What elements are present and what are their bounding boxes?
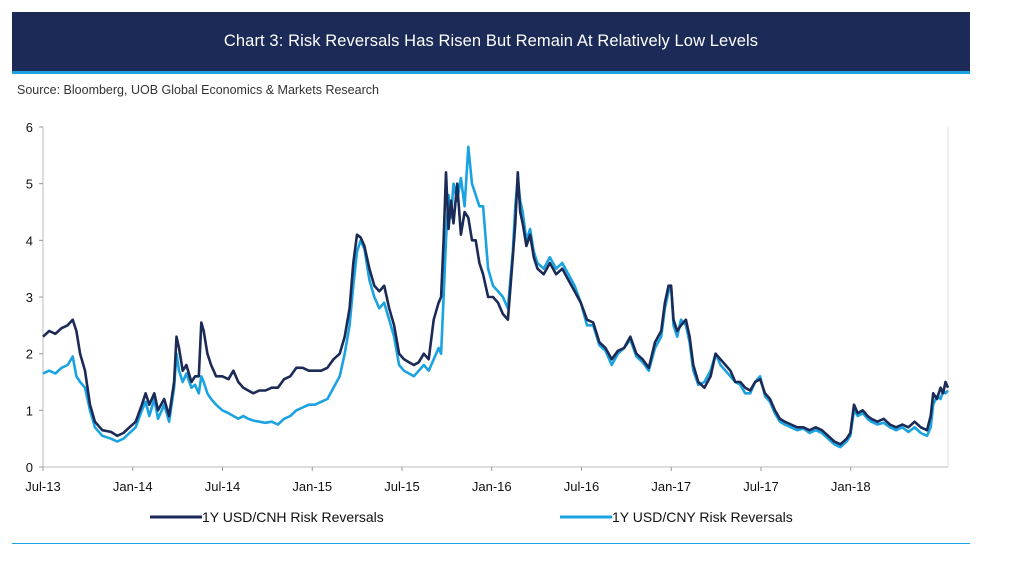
y-tick-label: 3 xyxy=(26,290,33,305)
chart-legend: 1Y USD/CNH Risk Reversals 1Y USD/CNY Risk… xyxy=(150,509,793,525)
x-tick-label: Jan-15 xyxy=(292,479,332,494)
series-line-cnh xyxy=(42,171,950,446)
y-tick-label: 0 xyxy=(26,460,33,475)
x-tick-label: Jan-17 xyxy=(651,479,691,494)
series-line-cny xyxy=(42,145,949,449)
x-tick-label: Jul-14 xyxy=(205,479,240,494)
y-tick-label: 6 xyxy=(26,120,33,135)
y-tick-label: 4 xyxy=(26,233,33,248)
x-tick-label: Jan-18 xyxy=(831,479,871,494)
plot-area xyxy=(42,145,950,449)
source-note: Source: Bloomberg, UOB Global Economics … xyxy=(17,83,379,97)
x-tick-label: Jan-16 xyxy=(472,479,512,494)
chart-axes: 0 1 2 3 4 5 6 Jul-13 Jan-14 Jul-14 Jan-15 Jul-15 Jan… xyxy=(25,120,949,494)
bottom-divider xyxy=(12,543,970,544)
x-tick-label: Jul-13 xyxy=(25,479,60,494)
y-tick-label: 5 xyxy=(26,177,33,192)
x-tick-label: Jul-16 xyxy=(564,479,599,494)
x-tick-label: Jul-15 xyxy=(384,479,419,494)
legend-label-cnh: 1Y USD/CNH Risk Reversals xyxy=(202,509,384,525)
y-tick-label: 2 xyxy=(26,347,33,362)
legend-label-cny: 1Y USD/CNY Risk Reversals xyxy=(612,509,793,525)
x-tick-label: Jul-17 xyxy=(743,479,778,494)
y-tick-label: 1 xyxy=(26,403,33,418)
x-tick-label: Jan-14 xyxy=(113,479,153,494)
chart-title: Chart 3: Risk Reversals Has Risen But Re… xyxy=(223,32,759,50)
chart-header: Chart 3: Risk Reversals Has Risen But Re… xyxy=(12,12,970,74)
